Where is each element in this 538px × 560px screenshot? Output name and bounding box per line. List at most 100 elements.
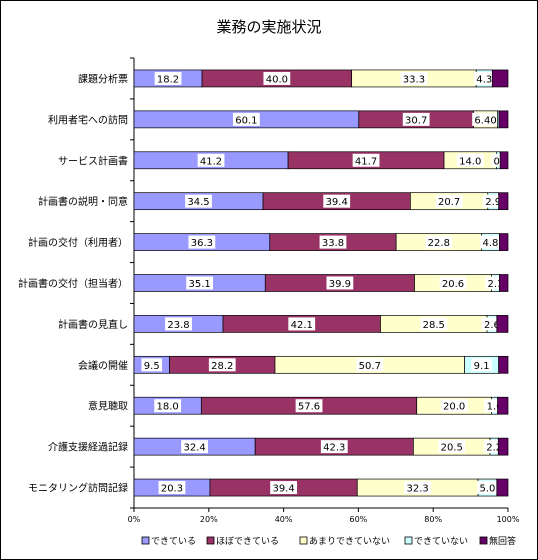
data-label: 41.2: [200, 156, 222, 167]
data-label: 6.40: [474, 115, 496, 126]
x-tick-label: 0%: [128, 515, 141, 524]
data-label-bg: [326, 276, 354, 290]
data-label-bg: [480, 235, 501, 249]
category-label: 課題分析票: [78, 72, 128, 85]
data-label-bg: [288, 317, 316, 331]
data-label-bg: [141, 358, 163, 372]
data-label: 2.9: [485, 197, 501, 208]
data-label-bg: [473, 71, 495, 85]
data-label: 4.3: [476, 74, 492, 85]
data-label: 22.8: [428, 238, 450, 249]
data-label: 35.1: [189, 279, 211, 290]
data-label: 1.6: [487, 402, 503, 413]
x-tick-label: 20%: [200, 515, 218, 524]
category-label: 計画書の見直し: [58, 318, 128, 331]
data-label-bg: [404, 481, 432, 495]
data-label: 18.2: [157, 74, 179, 85]
chart-title: 業務の実施状況: [216, 18, 321, 36]
data-label: 39.4: [326, 197, 348, 208]
bar-segment: [497, 437, 509, 456]
bar-segment: [496, 478, 509, 497]
bar-segment: [491, 69, 509, 88]
data-label-bg: [197, 153, 225, 167]
data-label: 50.7: [359, 361, 381, 372]
data-label-bg: [402, 112, 430, 126]
data-label-bg: [232, 112, 260, 126]
data-label-bg: [471, 358, 492, 372]
data-label: 2.1: [488, 279, 504, 290]
data-label: 40.0: [266, 74, 288, 85]
legend-swatch: [141, 536, 150, 545]
data-label: 18.0: [157, 402, 179, 413]
data-label: 39.9: [329, 279, 351, 290]
data-label-bg: [185, 194, 212, 208]
data-label: 23.8: [167, 320, 189, 331]
data-label-bg: [186, 276, 214, 290]
legend-entry: 無回答: [489, 535, 516, 547]
data-label: 5.0: [479, 484, 495, 495]
data-label: 2.2: [486, 443, 502, 454]
data-label-bg: [477, 481, 498, 495]
data-label: 42.3: [323, 443, 345, 454]
data-label: 57.6: [298, 402, 320, 413]
bar-segment: [499, 233, 509, 251]
legend-swatch: [479, 536, 488, 545]
legend-entry: あまりできていない: [309, 536, 390, 547]
data-label: 33.3: [403, 74, 425, 85]
bar-segment: [498, 192, 509, 211]
data-label-bg: [320, 440, 348, 454]
category-label: 計画書の説明・同意: [38, 195, 128, 208]
data-label: 20.3: [161, 484, 183, 495]
data-label: 41.7: [355, 156, 377, 167]
data-label-bg: [181, 440, 208, 454]
data-label: 14.0: [459, 156, 481, 167]
data-label-bg: [295, 399, 323, 413]
data-label-bg: [439, 276, 467, 290]
data-label: 36.3: [191, 238, 213, 249]
data-label: 30.7: [405, 115, 427, 126]
bar-segment: [499, 274, 509, 292]
data-label: 0.: [494, 156, 504, 167]
category-label: 意見聴取: [88, 400, 128, 413]
data-label-bg: [400, 71, 428, 85]
data-label-bg: [435, 194, 463, 208]
data-label: 34.5: [187, 197, 209, 208]
data-label-bg: [356, 358, 384, 372]
legend-entry: ほぼできている: [216, 536, 279, 547]
data-label: 20.7: [438, 197, 460, 208]
data-label-bg: [440, 399, 468, 413]
data-label: 60.1: [235, 115, 257, 126]
data-label: 42.1: [291, 320, 313, 331]
bar-segment: [496, 315, 509, 333]
legend-swatch: [404, 536, 413, 545]
category-label: 利用者宅への訪問: [48, 113, 128, 126]
plot-area: 0% 20% 40% 60% 80% 100% 課題分析票 18.2 40.0 33.3 4.3 利用…: [18, 57, 520, 524]
legend-swatch: [206, 536, 215, 545]
data-label-bg: [208, 358, 236, 372]
data-label-bg: [154, 399, 182, 413]
data-label-bg: [188, 235, 216, 249]
data-label: 20.6: [442, 279, 464, 290]
x-tick-label: 40%: [275, 515, 293, 524]
data-label: 9.5: [144, 361, 160, 372]
data-label-bg: [154, 71, 182, 85]
data-label-bg: [270, 481, 297, 495]
bar-segment: [498, 355, 509, 374]
data-label-bg: [456, 153, 484, 167]
data-label-bg: [438, 440, 466, 454]
data-label-bg: [472, 112, 499, 126]
data-label-bg: [425, 235, 453, 249]
category-label: 会議の開催: [78, 359, 128, 372]
x-tick-label: 80%: [424, 515, 442, 524]
category-label: サービス計画書: [58, 154, 128, 167]
data-label-bg: [158, 481, 186, 495]
data-label-bg: [263, 71, 291, 85]
bar-segment: [498, 110, 509, 129]
legend-swatch: [299, 536, 308, 545]
data-label-bg: [319, 235, 347, 249]
legend-entry: できている: [151, 536, 196, 547]
x-tick-label: 60%: [350, 515, 368, 524]
data-label-bg: [323, 194, 351, 208]
data-label: 39.4: [272, 484, 294, 495]
